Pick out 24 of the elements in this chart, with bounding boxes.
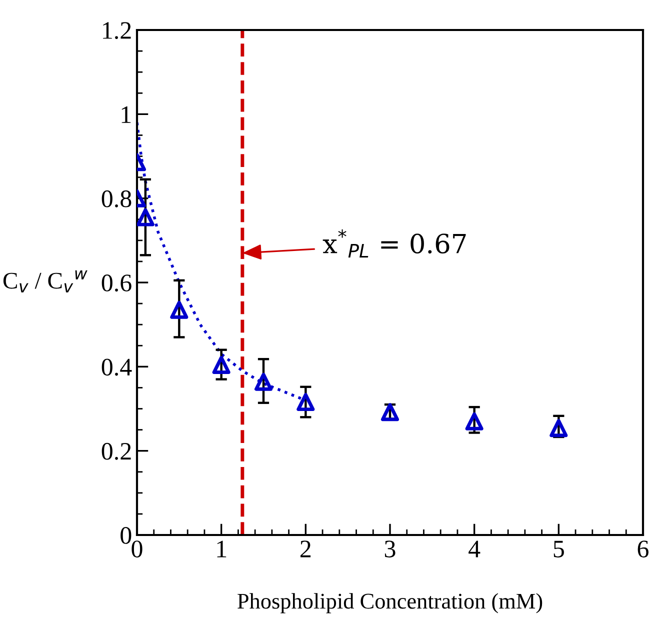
x-tick-label: 4	[468, 540, 480, 558]
y-tick-label: 0.4	[102, 358, 132, 376]
point	[170, 300, 188, 319]
y-tick-label: 1	[122, 106, 131, 123]
y-tick-label: 1.2	[103, 22, 131, 40]
y-tick-label: 0.2	[102, 442, 131, 460]
point	[254, 372, 273, 391]
annotation: x$^{*}$$_{PL}$ = 0.67	[322, 229, 466, 258]
point	[465, 412, 484, 430]
point	[296, 393, 315, 412]
y-axis-title: C$_{v}$ / C$_{v}$$^{w}$	[3, 270, 88, 292]
x-tick-label: 0	[132, 540, 142, 558]
x-tick-label: 1	[217, 540, 226, 558]
point	[137, 208, 154, 226]
point	[212, 356, 230, 374]
y-tick-label: 0	[120, 527, 132, 544]
point	[550, 419, 568, 438]
y-tick-label: 0.6	[102, 274, 132, 292]
x-tick-label: 6	[638, 540, 649, 558]
x-tick-label: 2	[300, 540, 311, 558]
x-tick-label: 3	[384, 540, 396, 558]
x-tick-label: 5	[554, 540, 564, 558]
y-tick-label: 0.8	[102, 190, 132, 208]
x-axis-title: Phospholipid Concentration (mM)	[238, 593, 542, 614]
